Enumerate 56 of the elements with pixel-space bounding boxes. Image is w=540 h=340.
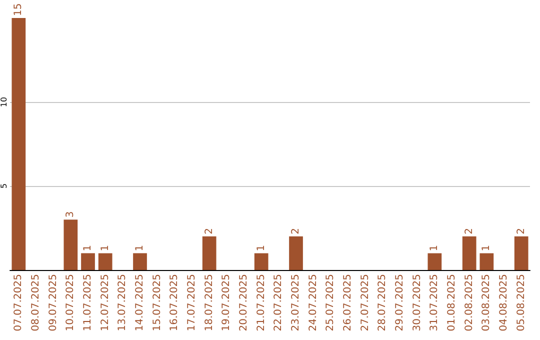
bar (480, 253, 494, 270)
data-label: 2 (516, 228, 527, 234)
data-label: 1 (82, 244, 94, 252)
x-tick-label: 03.08.2025 (481, 274, 492, 332)
y-tick-label: 5 (0, 183, 8, 189)
bar (254, 253, 268, 270)
x-tick-label: 13.07.2025 (117, 274, 128, 332)
x-tick-label: 31.07.2025 (429, 274, 440, 332)
x-tick-label: 11.07.2025 (82, 274, 94, 332)
bar (12, 18, 26, 270)
bar (202, 236, 216, 270)
data-label: 1 (256, 244, 267, 252)
data-label: 1 (134, 244, 146, 252)
x-tick-label: 01.08.2025 (446, 274, 458, 332)
x-tick-label: 20.07.2025 (238, 274, 250, 332)
data-label: 2 (290, 228, 302, 234)
data-label: 1 (481, 244, 492, 252)
bar (514, 236, 528, 270)
x-tick-label: 12.07.2025 (100, 274, 111, 332)
bar (133, 253, 147, 270)
x-tick-label: 05.08.2025 (516, 274, 527, 332)
data-label: 1 (100, 244, 111, 252)
bar (289, 236, 303, 270)
x-tick-label: 02.08.2025 (464, 274, 475, 332)
x-tick-label: 15.07.2025 (152, 274, 163, 332)
x-tick-label: 08.07.2025 (30, 274, 42, 332)
x-tick-label: 23.07.2025 (290, 274, 302, 332)
bar (428, 253, 442, 270)
data-label: 3 (65, 211, 76, 218)
x-tick-label: 16.07.2025 (169, 274, 180, 332)
x-tick-label: 29.07.2025 (394, 274, 406, 332)
x-tick-label: 26.07.2025 (342, 274, 354, 332)
x-tick-label: 22.07.2025 (273, 274, 284, 332)
data-label: 2 (464, 228, 475, 234)
bar (81, 253, 95, 270)
x-tick-label: 30.07.2025 (412, 274, 423, 332)
x-tick-label: 04.08.2025 (498, 274, 510, 332)
bar (98, 253, 112, 270)
x-tick-label: 09.07.2025 (48, 274, 59, 332)
x-tick-label: 19.07.2025 (221, 274, 232, 332)
x-tick-label: 14.07.2025 (134, 274, 146, 332)
y-tick-label: 10 (0, 96, 8, 108)
bar (462, 236, 476, 270)
data-label: 1 (429, 244, 440, 252)
x-tick-label: 10.07.2025 (65, 274, 76, 332)
x-tick-label: 28.07.2025 (377, 274, 388, 332)
bar (64, 220, 78, 270)
x-tick-label: 18.07.2025 (204, 274, 215, 332)
x-tick-label: 27.07.2025 (360, 274, 371, 332)
x-tick-label: 17.07.2025 (186, 274, 198, 332)
data-label: 2 (204, 228, 215, 234)
x-tick-label: 24.07.2025 (308, 274, 319, 332)
x-tick-label: 25.07.2025 (325, 274, 336, 332)
x-tick-label: 21.07.2025 (256, 274, 267, 332)
x-tick-label: 07.07.2025 (13, 274, 24, 332)
data-label: 15 (13, 3, 24, 16)
